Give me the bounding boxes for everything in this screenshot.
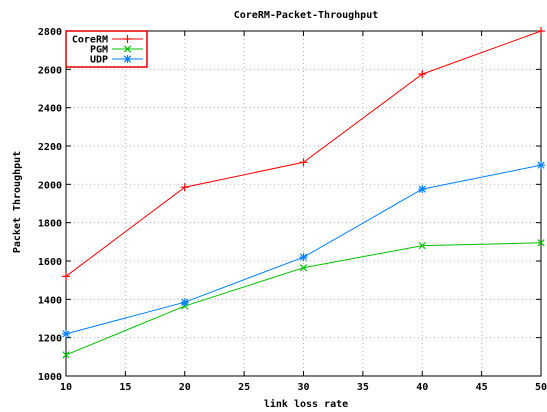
x-tick-label: 30 xyxy=(297,382,309,393)
x-tick-label: 45 xyxy=(476,382,488,393)
grid xyxy=(66,31,541,376)
data-point-corerm xyxy=(299,158,308,167)
data-point-pgm xyxy=(299,264,308,272)
axis-ticks: 10 15 20 25 30 35 40 45 50 1000 1200 1400 1600 1800 20… xyxy=(38,27,547,393)
x-tick-label: 50 xyxy=(535,382,547,393)
data-point-pgm xyxy=(62,351,70,359)
x-tick-label: 10 xyxy=(60,382,72,393)
legend-box xyxy=(65,30,148,68)
y-tick-label: 1000 xyxy=(38,372,62,383)
y-tick-label: 1600 xyxy=(38,257,62,268)
y-tick-label: 2000 xyxy=(38,180,62,191)
y-tick-label: 2800 xyxy=(38,27,62,38)
series-lines xyxy=(62,27,545,359)
data-point-udp xyxy=(537,161,545,170)
x-tick-label: 20 xyxy=(179,382,191,393)
x-axis-label: link loss rate xyxy=(264,398,348,410)
legend-marker-corerm xyxy=(123,35,132,43)
data-point-pgm xyxy=(418,242,426,250)
legend-label-corerm: CoreRM xyxy=(72,35,108,46)
data-point-udp xyxy=(418,185,427,194)
x-tick-label: 40 xyxy=(416,382,428,393)
x-tick-label: 25 xyxy=(238,382,250,393)
data-point-corerm xyxy=(418,70,427,79)
data-point-corerm xyxy=(537,27,545,35)
y-axis-label: Packet Throughput xyxy=(12,151,23,253)
y-tick-label: 2600 xyxy=(38,65,62,76)
data-point-udp xyxy=(299,253,308,262)
data-point-corerm xyxy=(180,183,189,192)
legend-label-udp: UDP xyxy=(90,55,108,66)
legend-label-pgm: PGM xyxy=(90,45,108,56)
data-point-udp xyxy=(62,329,70,338)
x-tick-label: 35 xyxy=(357,382,369,393)
data-point-pgm xyxy=(537,239,545,247)
legend-marker-pgm xyxy=(123,45,132,53)
y-tick-label: 1400 xyxy=(38,295,62,306)
y-tick-label: 1200 xyxy=(38,334,62,345)
legend-marker-udp xyxy=(123,55,132,63)
y-tick-label: 2400 xyxy=(38,104,62,115)
y-tick-label: 1800 xyxy=(38,219,62,230)
x-tick-label: 15 xyxy=(119,382,131,393)
series-line-udp xyxy=(65,164,542,335)
y-tick-label: 2200 xyxy=(38,142,62,153)
data-point-corerm xyxy=(62,272,70,281)
chart-title: CoreRM-Packet-Throughput xyxy=(234,10,379,21)
data-point-udp xyxy=(180,298,189,307)
